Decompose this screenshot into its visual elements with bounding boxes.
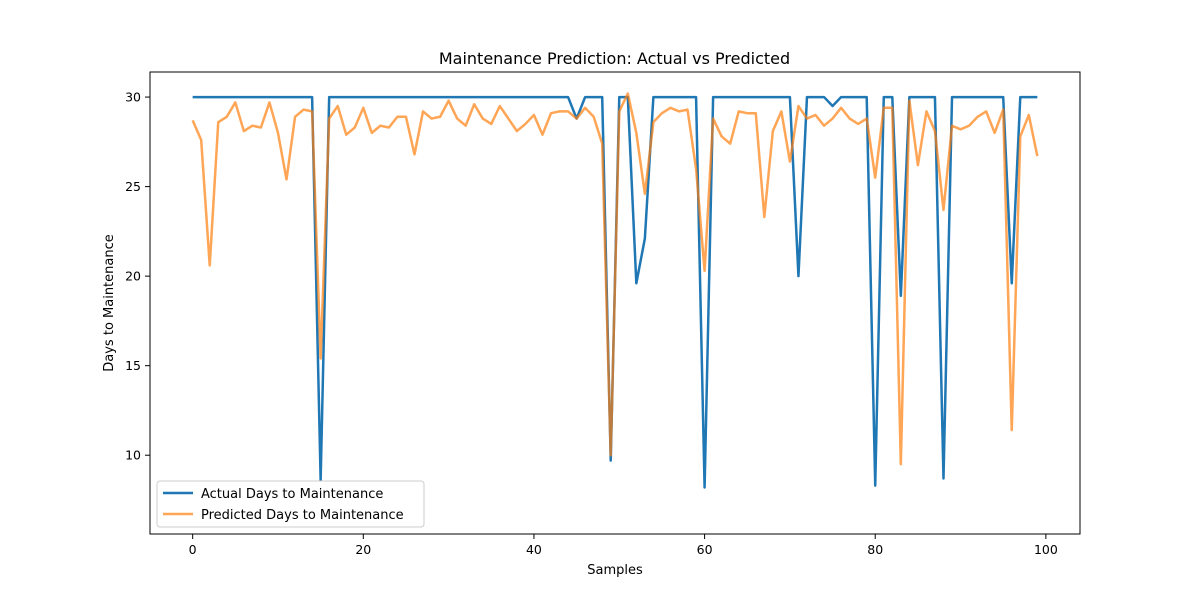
legend: Actual Days to Maintenance Predicted Day… (156, 480, 425, 528)
x-axis-ticks: 0 20 40 60 80 100 (189, 534, 1058, 557)
y-tick-label: 20 (125, 269, 141, 284)
x-tick-label: 40 (526, 542, 542, 557)
x-tick-label: 60 (697, 542, 713, 557)
x-tick-label: 0 (189, 542, 197, 557)
y-axis-ticks: 10 15 20 25 30 (125, 90, 150, 463)
legend-box (156, 480, 425, 528)
legend-label-actual: Actual Days to Maintenance (201, 487, 383, 502)
y-tick-label: 15 (125, 358, 141, 373)
y-tick-label: 25 (125, 179, 141, 194)
chart-title: Maintenance Prediction: Actual vs Predic… (439, 49, 790, 68)
y-tick-label: 10 (125, 448, 141, 463)
series-predicted-line (191, 92, 1039, 466)
plot-frame (149, 71, 1081, 535)
series-layer (191, 92, 1039, 489)
x-tick-label: 100 (1034, 542, 1058, 557)
legend-label-predicted: Predicted Days to Maintenance (201, 508, 404, 523)
x-axis-label: Samples (587, 563, 643, 578)
x-tick-label: 20 (355, 542, 371, 557)
x-tick-label: 80 (867, 542, 883, 557)
y-axis-label: Days to Maintenance (102, 234, 117, 371)
y-tick-label: 30 (125, 90, 141, 105)
